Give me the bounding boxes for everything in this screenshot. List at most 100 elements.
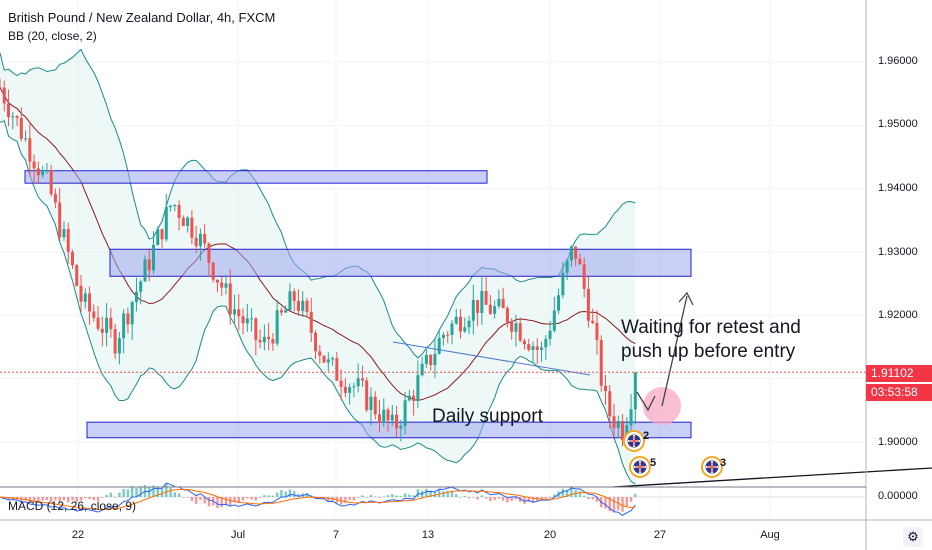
bb-indicator-label[interactable]: BB (20, close, 2): [8, 29, 97, 43]
macd-histogram-bar: [369, 494, 373, 497]
candle-body: [339, 380, 343, 387]
candle-body: [258, 339, 262, 343]
candle-body: [233, 309, 237, 315]
candle-body: [75, 265, 79, 286]
candle-body: [181, 217, 185, 227]
candle-body: [407, 395, 411, 401]
macd-histogram-bar: [54, 497, 57, 501]
macd-histogram-bar: [156, 487, 159, 497]
candle-body: [105, 317, 109, 333]
macd-histogram-bar: [472, 496, 475, 498]
candle-body: [433, 353, 437, 366]
macd-histogram-bar: [258, 497, 262, 498]
macd-histogram-bar: [386, 495, 390, 497]
candle-body: [552, 310, 556, 331]
candlestick-series: [0, 78, 637, 447]
candle-body: [595, 322, 599, 341]
candle-body: [395, 414, 399, 429]
macd-histogram-bar: [570, 487, 573, 497]
candle-body: [343, 386, 347, 393]
candle-body: [215, 279, 219, 283]
chart-drawings: [392, 291, 932, 488]
macd-histogram-bar: [361, 495, 364, 497]
candle-body: [267, 336, 271, 339]
macd-histogram-bar: [327, 497, 330, 502]
candle-body: [416, 375, 420, 401]
event-count-uk[interactable]: 5: [650, 457, 657, 469]
candle-body: [211, 262, 215, 280]
macd-histogram-bar: [233, 497, 236, 503]
macd-histogram-bar: [455, 494, 458, 497]
candle-body: [32, 161, 36, 169]
chart-settings-button[interactable]: ⚙: [903, 527, 923, 547]
candle-body: [574, 246, 578, 259]
candle-body: [254, 318, 258, 340]
macd-histogram-bar: [527, 497, 530, 502]
annotation-retest-line2: push up before entry: [621, 341, 796, 362]
macd-histogram-bar: [130, 486, 134, 497]
annotation-daily-support[interactable]: Daily support: [432, 406, 543, 427]
candle-body: [58, 202, 62, 238]
macd-histogram-bar: [378, 497, 381, 498]
sr-zone: [109, 248, 692, 277]
candle-body: [7, 103, 11, 117]
macd-histogram-bar: [58, 497, 61, 503]
macd-histogram-bar: [122, 489, 125, 497]
candle-body: [288, 291, 292, 311]
candle-body: [599, 340, 603, 386]
candle-body: [616, 421, 620, 429]
candle-body: [207, 243, 211, 263]
macd-histogram-bar: [49, 497, 53, 503]
macd-indicator-label[interactable]: MACD (12, 26, close, 9): [8, 499, 137, 513]
candle-body: [79, 285, 83, 302]
macd-histogram-bar: [254, 497, 258, 501]
candle-body: [488, 304, 492, 314]
candle-body: [497, 298, 501, 307]
candle-body: [318, 351, 322, 356]
candle-body: [569, 246, 573, 261]
macd-histogram-bar: [169, 487, 172, 497]
annotation-retest[interactable]: Waiting for retest and push up before en…: [621, 316, 801, 364]
macd-histogram-bar: [561, 488, 565, 497]
macd-histogram-bar: [514, 497, 518, 500]
event-count-uk-2[interactable]: 3: [720, 457, 727, 469]
macd-histogram-bar: [143, 484, 147, 497]
candle-body: [130, 302, 134, 325]
macd-histogram-bar: [493, 497, 496, 500]
macd-histogram-bar: [544, 497, 547, 499]
candle-body: [377, 414, 381, 423]
candle-body: [134, 291, 138, 303]
macd-histogram-bar: [548, 497, 552, 499]
time-tick: Jul: [230, 529, 246, 541]
bb-lower-line: [0, 120, 636, 485]
candle-body: [429, 354, 433, 366]
candle-body: [518, 323, 522, 341]
candle-body: [446, 334, 450, 336]
event-count-nz[interactable]: 2: [643, 430, 650, 442]
macd-histogram-bar: [250, 497, 253, 500]
macd-histogram-bar: [416, 489, 420, 497]
candle-body: [305, 300, 309, 313]
candle-body: [586, 288, 590, 321]
candle-body: [237, 309, 241, 317]
candle-body: [62, 229, 66, 238]
macd-histogram-bar: [224, 497, 228, 505]
candle-body: [412, 395, 416, 401]
candle-body: [356, 378, 360, 387]
macd-histogram-bar: [348, 497, 351, 501]
macd-histogram-bar: [476, 497, 479, 500]
candle-body: [92, 311, 96, 318]
candle-body: [143, 259, 147, 282]
candle-body: [296, 301, 300, 311]
candle-body: [420, 363, 424, 376]
macd-histogram-bar: [113, 497, 117, 498]
macd-histogram-bar: [565, 489, 569, 497]
candle-body: [386, 409, 390, 421]
price-tick: 1.94000: [878, 182, 918, 194]
symbol-title[interactable]: British Pound / New Zealand Dollar, 4h, …: [8, 10, 276, 25]
macd-histogram-bar: [450, 490, 454, 497]
macd-histogram-bar: [365, 496, 368, 498]
macd-histogram-bar: [101, 497, 104, 498]
macd-pane: [0, 482, 866, 516]
